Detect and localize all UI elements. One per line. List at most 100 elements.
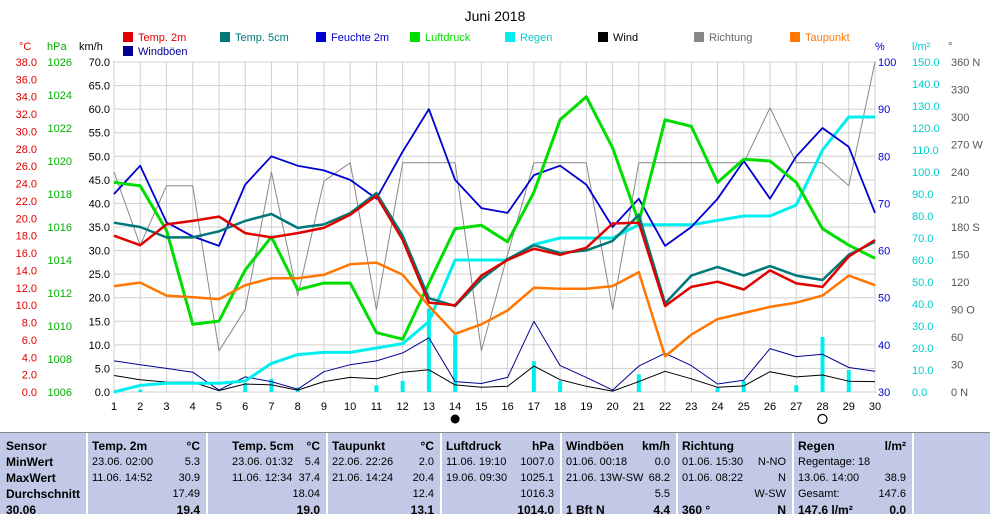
tick-label-temp: 28.0 [16,144,37,156]
tick-label-x: 9 [321,401,327,413]
legend-swatch [694,32,704,42]
tick-label-x: 18 [554,401,566,413]
tick-label-pressure: 1020 [48,156,72,168]
stats-column-title: Windböen [566,439,624,453]
stats-cell-label: 13.06. 14:00 [798,472,860,484]
tick-label-pressure: 1010 [48,321,72,333]
tick-label-x: 30 [869,401,881,413]
legend-label: Feuchte 2m [331,32,389,44]
tick-label-temp: 20.0 [16,213,37,225]
stats-cell-value: 147.6 [878,488,906,500]
tick-label-pressure: 1018 [48,189,72,201]
axis-unit-wind: km/h [79,41,103,53]
series-line [113,95,876,341]
legend-label: Wind [613,32,638,44]
axis-unit-temp: °C [19,41,31,53]
stats-cell-label: 11.06. 14:52 [92,472,153,484]
legend-label: Luftdruck [425,32,471,44]
stats-cell-value: N [778,472,786,484]
tick-label-direction: 180 S [951,222,980,234]
tick-label-x: 27 [790,401,802,413]
stats-cell-value: 5.4 [304,456,320,468]
row-label-today: 30.06 [6,503,37,517]
stats-cell-value: 0.0 [654,456,670,468]
tick-label-rain: 60.0 [912,255,933,267]
tick-label-temp: 2.0 [22,370,37,382]
stats-table: Sensor MinWert MaxWert Durchschnitt 30.0… [0,432,990,517]
stats-column: Luftdruck hPa 11.06. 19:10 1007.0 19.06. 09:… [440,433,562,517]
stats-cell-label: 01.06. 00:18 [566,456,628,468]
rain-bar [243,383,248,392]
tick-label-temp: 36.0 [16,74,37,86]
tick-label-x: 4 [190,401,196,413]
tick-label-temp: 38.0 [16,57,37,69]
stats-column: Windböen km/h 01.06. 00:18 0.0 21.06. 13W-SW… [560,433,678,517]
tick-label-x: 12 [397,401,409,413]
series-line [113,365,876,392]
stats-cell-value: 2.0 [418,456,434,468]
rain-bar [138,389,143,392]
stats-column-title: Temp. 2m [92,439,148,453]
tick-label-temp: 8.0 [22,318,37,330]
tick-label-direction: 0 N [951,387,968,399]
tick-label-temp: 0.0 [22,387,37,399]
weather-chart: Juni 2018 Temp. 2m Temp. 5cm Feuchte 2m Luft… [16,8,983,425]
tick-label-direction: 240 [951,167,969,179]
series-line [113,61,876,352]
stats-cell-value: 68.2 [648,472,670,484]
stats-cell-value: 19.0 [296,503,320,517]
stats-cell-value: 1007.0 [520,456,554,468]
axis-unit-pressure: hPa [47,41,67,53]
rain-bar [531,361,536,392]
stats-cell-label: 01.06. 15:30 [682,456,744,468]
tick-label-rain: 150.0 [912,57,940,69]
stats-cell-label: 11.06. 19:10 [446,456,507,468]
stats-column-unit: hPa [531,439,554,453]
tick-label-wind: 5.0 [95,363,110,375]
stats-cell-value: W-SW [754,488,786,500]
stats-column: Regen l/m² Regentage: 18 13.06. 14:00 38.9 Ge… [792,433,914,517]
tick-label-direction: 270 W [951,140,983,152]
series-line [113,194,876,308]
tick-label-rain: 30.0 [912,321,933,333]
stats-cell-value: 17.49 [172,488,200,500]
tick-label-wind: 60.0 [89,104,110,116]
tick-label-wind: 45.0 [89,175,110,187]
tick-label-pressure: 1006 [48,387,72,399]
tick-label-wind: 0.0 [95,387,110,399]
stats-cell-value: 5.5 [654,488,670,500]
stats-column: Temp. 2m °C 23.06. 02:00 5.3 11.06. 14:52 30.… [86,433,208,517]
tick-label-x: 19 [580,401,592,413]
tick-label-x: 25 [738,401,750,413]
stats-cell-label: 360 ° [682,503,711,517]
stats-column-title: Regen [798,439,835,453]
legend-label: Temp. 2m [138,32,186,44]
tick-label-direction: 90 O [951,305,975,317]
tick-label-temp: 26.0 [16,161,37,173]
legend-label: Richtung [709,32,752,44]
stats-column-title: Temp. 5cm [232,439,294,453]
legend-swatch [316,32,326,42]
chart-title: Juni 2018 [465,8,526,24]
stats-cell-value: 5.3 [184,456,200,468]
row-label-min: MinWert [6,455,54,469]
stats-column-title: Luftdruck [446,439,502,453]
tick-label-x: 15 [475,401,487,413]
tick-label-humidity: 60 [878,246,890,258]
stats-cell-label: 19.06. 09:30 [446,472,508,484]
tick-label-direction: 330 [951,85,969,97]
tick-label-x: 22 [659,401,671,413]
tick-label-pressure: 1014 [48,255,72,267]
stats-column-unit: l/m² [884,439,906,453]
stats-column-title: Taupunkt [332,439,386,453]
series-line [113,108,876,247]
tick-label-direction: 360 N [951,57,980,69]
tick-label-temp: 22.0 [16,196,37,208]
legend-swatch [410,32,420,42]
rain-bar [374,385,379,392]
stats-cell-label: 1 Bft N [566,503,605,517]
tick-label-temp: 4.0 [22,352,37,364]
stats-cell-value: 38.9 [884,472,906,484]
tick-label-wind: 50.0 [89,151,110,163]
tick-label-x: 8 [295,401,301,413]
